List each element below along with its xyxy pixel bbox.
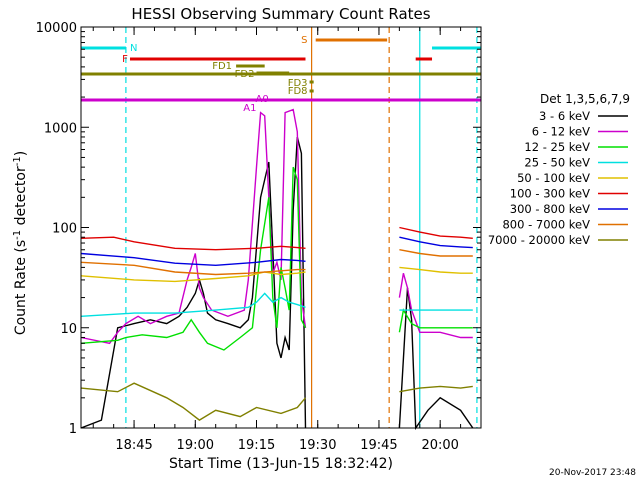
y-ticks: 1 10 100 1000 10000 — [36, 21, 481, 437]
series-line-6 — [399, 236, 473, 249]
series-line-2 — [80, 166, 307, 351]
x-tick-label: 19:45 — [360, 438, 397, 453]
legend-label: 300 - 800 keV — [510, 202, 590, 216]
series-line-3 — [80, 292, 306, 317]
footer-date: 20-Nov-2017 23:48 — [549, 468, 636, 478]
series-line-4 — [399, 266, 473, 274]
series-line-0 — [80, 136, 307, 429]
y-axis-label: Count Rate (s-1 detector-1) — [12, 151, 29, 335]
flag-label-fd3: FD3 — [288, 78, 308, 89]
flag-label-f: F — [122, 54, 128, 65]
y-tick-label: 1000 — [44, 121, 77, 136]
series-line-7 — [399, 249, 473, 257]
y-tick-label: 10000 — [36, 21, 77, 36]
x-tick-label: 20:00 — [421, 438, 458, 453]
x-tick-label: 19:30 — [299, 438, 336, 453]
y-tick-label: 1 — [69, 422, 77, 437]
series-line-5 — [80, 236, 306, 251]
y-tick-label: 10 — [60, 322, 77, 337]
series-line-6 — [80, 252, 306, 267]
flag-label-fd8: FD8 — [288, 86, 308, 97]
legend-label: 25 - 50 keV — [524, 156, 590, 170]
flag-label-a0: A0 — [256, 94, 269, 105]
legend-label: 800 - 7000 keV — [502, 218, 590, 232]
axes-frame — [80, 26, 482, 429]
x-tick-label: 19:00 — [177, 438, 214, 453]
series-line-0 — [398, 287, 474, 431]
legend-label: 100 - 300 keV — [510, 187, 590, 201]
legend-label: 6 - 12 keV — [532, 125, 590, 139]
series-line-8 — [399, 385, 473, 393]
series-lines — [80, 108, 474, 431]
flag-label-a1: A1 — [243, 103, 256, 114]
series-line-8 — [80, 382, 307, 421]
series-line-1 — [80, 108, 307, 345]
legend-label: 12 - 25 keV — [524, 140, 590, 154]
x-tick-label: 18:45 — [115, 438, 152, 453]
flag-label-n: N — [130, 43, 137, 54]
legend-title: Det 1,3,5,6,7,9 — [540, 92, 630, 106]
chart-title: HESSI Observing Summary Count Rates — [131, 5, 430, 23]
x-ticks: 18:45 19:00 19:15 19:30 19:45 20:00 — [92, 27, 462, 453]
x-tick-label: 19:15 — [238, 438, 275, 453]
series-line-5 — [399, 226, 473, 239]
legend-label: 50 - 100 keV — [517, 171, 590, 185]
flag-label-fd1: FD1 — [212, 61, 232, 72]
series-line-7 — [80, 261, 306, 276]
series-line-1 — [398, 273, 473, 339]
y-tick-label: 100 — [52, 222, 77, 237]
series-line-4 — [80, 271, 306, 283]
legend-label: 3 - 6 keV — [539, 109, 590, 123]
flag-label-s: S — [301, 35, 307, 46]
plot-frame — [80, 26, 482, 429]
legend-label: 7000 - 20000 keV — [488, 233, 590, 247]
x-axis-label: Start Time (13-Jun-15 18:32:42) — [169, 456, 393, 472]
flag-label-fd2: FD2 — [235, 69, 255, 80]
